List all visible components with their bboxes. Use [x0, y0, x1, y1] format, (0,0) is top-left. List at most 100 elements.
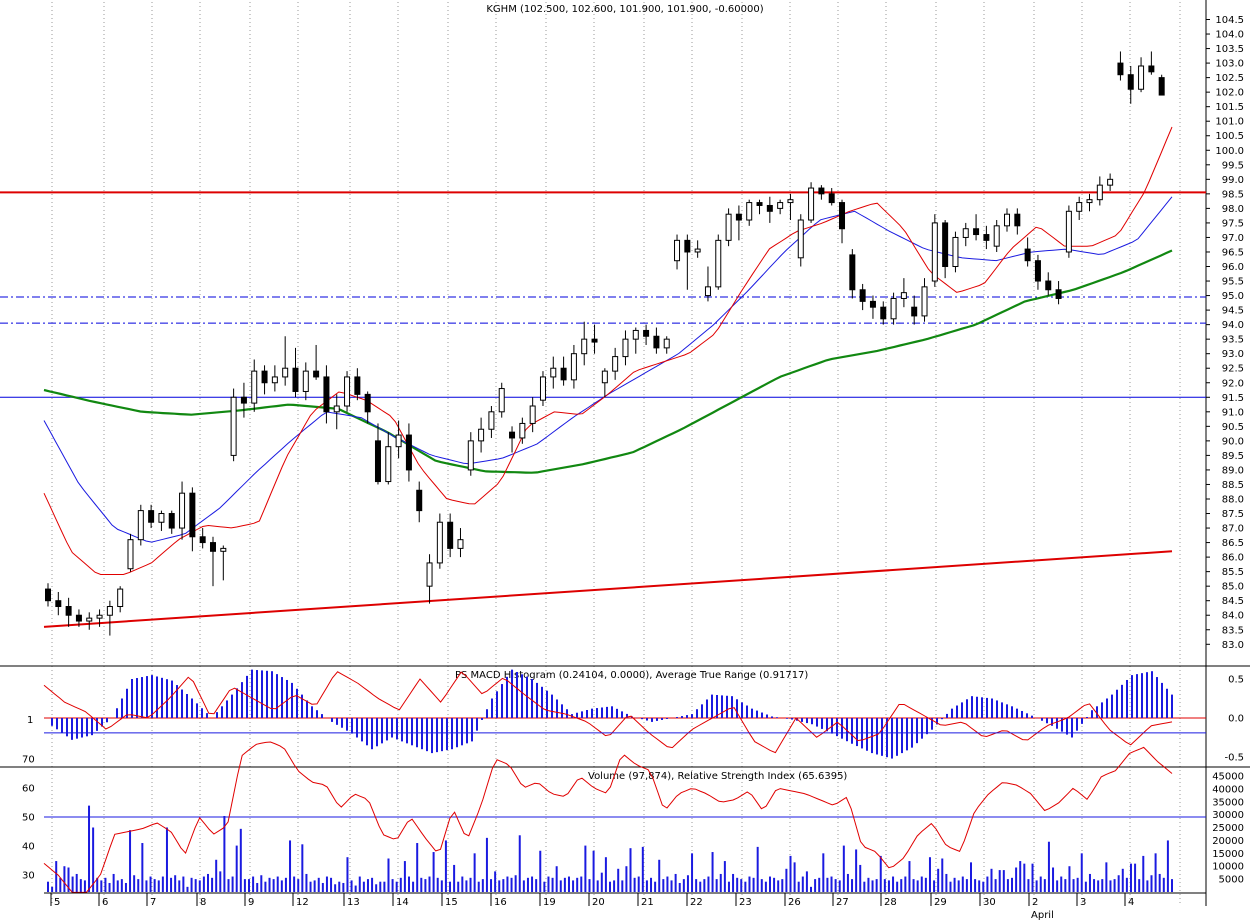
candle-body: [158, 513, 165, 523]
price-tick-label: 101.5: [1215, 102, 1244, 113]
price-tick-label: 99.5: [1222, 160, 1244, 171]
price-tick-label: 96.5: [1222, 247, 1244, 258]
rsi-tick-label: 40: [22, 842, 35, 853]
volume-tick-label: 15000: [1212, 849, 1244, 860]
candle-body: [622, 338, 629, 358]
date-tick-label: 15: [445, 897, 458, 908]
volume-rsi-panel: 7060504030450004000035000300002500020000…: [22, 732, 1244, 906]
date-tick-label: 20: [592, 897, 605, 908]
candle-body: [632, 329, 639, 340]
candle-body: [65, 606, 72, 616]
candle-body: [756, 202, 763, 206]
price-tick-label: 95.5: [1222, 277, 1244, 288]
price-tick-label: 103.5: [1215, 44, 1244, 55]
candle-body: [1065, 210, 1072, 253]
volume-tick-label: 5000: [1219, 875, 1244, 886]
price-tick-label: 100.5: [1215, 131, 1244, 142]
volume-tick-label: 10000: [1212, 862, 1244, 873]
vertical-gridlines: [51, 2, 1181, 906]
candle-body: [581, 338, 588, 355]
candle-body: [86, 617, 93, 622]
date-tick-label: 5: [54, 897, 60, 908]
candle-body: [1158, 77, 1165, 96]
price-tick-label: 94.5: [1222, 306, 1244, 317]
price-tick-label: 86.5: [1222, 538, 1244, 549]
date-tick-label: 2: [1032, 897, 1038, 908]
candle-body: [653, 335, 660, 349]
candle-body: [560, 367, 567, 381]
candle-body: [591, 338, 598, 343]
candle-body: [674, 239, 681, 262]
candle-body: [467, 440, 474, 471]
price-tick-label: 90.5: [1222, 422, 1244, 433]
date-tick-label: 12: [296, 897, 309, 908]
price-tick-label: 102.0: [1215, 88, 1244, 99]
candle-body: [808, 187, 815, 221]
candle-body: [704, 286, 711, 297]
candle-body: [45, 588, 51, 602]
price-tick-label: 97.0: [1222, 233, 1244, 244]
candle-body: [1024, 248, 1031, 262]
macd-panel: 0.5 0.0 -0.5: [43, 666, 1244, 767]
candle-body: [643, 329, 650, 337]
date-tick-label: 23: [739, 897, 752, 908]
chart-title: KGHM (102.500, 102.600, 101.900, 101.900…: [486, 4, 763, 15]
price-tick-label: 104.0: [1215, 30, 1244, 41]
rsi-line: [43, 741, 1173, 893]
volume-tick-label: 30000: [1212, 810, 1244, 821]
candle-body: [251, 370, 258, 404]
price-tick-label: 91.0: [1222, 407, 1244, 418]
price-tick-label: 102.5: [1215, 73, 1244, 84]
candle-body: [1076, 202, 1083, 212]
candle-body: [663, 338, 670, 349]
candle-body: [498, 388, 505, 413]
sma-short-line: [43, 126, 1173, 575]
candle-body: [694, 248, 701, 253]
candle-body: [509, 431, 516, 439]
date-tick-label: 4: [1128, 897, 1134, 908]
candle-body: [354, 376, 361, 395]
date-tick-label: 28: [884, 897, 897, 908]
candle-body: [1107, 178, 1114, 186]
candle-body: [993, 225, 1000, 247]
candle-body: [849, 254, 856, 291]
volume-tick-label: 40000: [1212, 784, 1244, 795]
candle-body: [199, 536, 206, 544]
candle-body: [1148, 65, 1155, 73]
candle-body: [570, 353, 577, 381]
volume-tick-label: 45000: [1212, 771, 1244, 782]
candle-body: [859, 289, 866, 302]
candle-body: [1096, 184, 1103, 201]
date-tick-label: 19: [543, 897, 556, 908]
rsi-tick-label: 30: [22, 871, 35, 882]
candle-body: [1086, 199, 1093, 204]
candle-body: [931, 222, 938, 282]
candle-body: [344, 376, 351, 407]
price-tick-label: 93.5: [1222, 335, 1244, 346]
macd-tick-label: 0.0: [1228, 714, 1244, 725]
candle-body: [168, 513, 175, 529]
macd-left-label: 1: [27, 715, 33, 726]
date-tick-label: 21: [641, 897, 654, 908]
trendline: [43, 550, 1173, 628]
rsi-tick-label: 70: [22, 755, 35, 766]
candle-body: [1014, 213, 1021, 227]
price-tick-label: 96.0: [1222, 262, 1244, 273]
volume-tick-label: 35000: [1212, 797, 1244, 808]
candle-body: [787, 199, 794, 204]
price-tick-label: 87.0: [1222, 524, 1244, 535]
price-tick-label: 95.0: [1222, 291, 1244, 302]
date-tick-label: 30: [983, 897, 996, 908]
candle-body: [900, 292, 907, 299]
candle-body: [1127, 74, 1134, 90]
price-tick-label: 99.0: [1222, 175, 1244, 186]
date-tick-label: 3: [1080, 897, 1086, 908]
price-tick-label: 91.5: [1222, 393, 1244, 404]
horizontal-reference-lines: [0, 191, 1206, 398]
date-tick-label: 14: [396, 897, 409, 908]
candle-body: [209, 542, 216, 552]
candle-body: [75, 614, 82, 622]
price-tick-label: 103.0: [1215, 59, 1244, 70]
date-tick-label: 8: [200, 897, 206, 908]
candle-body: [374, 440, 381, 483]
